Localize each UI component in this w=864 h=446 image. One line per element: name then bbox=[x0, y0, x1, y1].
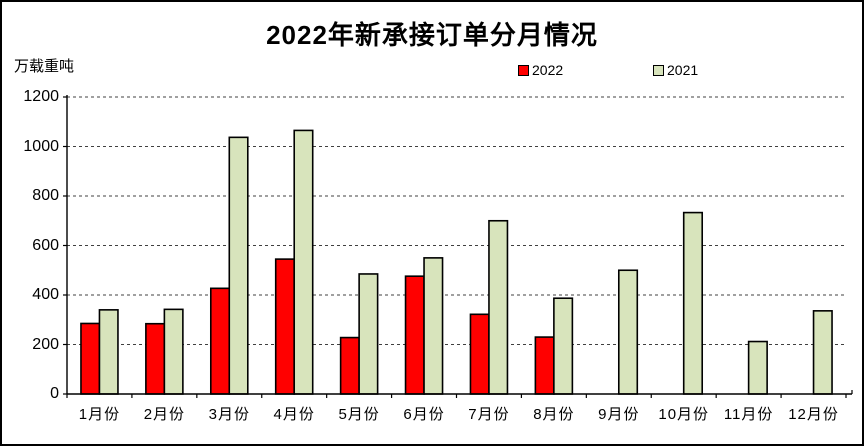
y-axis-tick-label: 600 bbox=[32, 236, 59, 254]
legend-label-2021: 2021 bbox=[667, 62, 699, 78]
bar-2022-2月份 bbox=[145, 322, 166, 395]
x-axis-category-label: 11月份 bbox=[723, 406, 774, 423]
bar-2022-6月份 bbox=[404, 275, 425, 395]
bar-2021-4月份 bbox=[293, 129, 314, 395]
bar-2021-12月份 bbox=[812, 310, 833, 395]
legend-item-2022: 2022 bbox=[518, 62, 563, 78]
bar-2021-5月份 bbox=[358, 273, 379, 395]
bar-2021-7月份 bbox=[488, 219, 509, 395]
bar-2022-8月份 bbox=[534, 336, 555, 395]
x-axis-category-label: 2月份 bbox=[143, 406, 186, 423]
bar-2022-7月份 bbox=[469, 313, 490, 395]
y-axis-tick-label: 400 bbox=[32, 286, 59, 303]
x-axis-category-label: 6月份 bbox=[403, 406, 445, 423]
y-axis-tick-label: 1000 bbox=[23, 137, 59, 155]
x-axis-category-label: 4月份 bbox=[273, 406, 315, 423]
legend-item-2021: 2021 bbox=[653, 62, 698, 78]
x-axis-category-label: 12月份 bbox=[788, 406, 839, 423]
legend-swatch-2021-icon bbox=[653, 64, 664, 76]
bar-2021-8月份 bbox=[553, 297, 574, 395]
bar-2022-4月份 bbox=[274, 258, 296, 395]
x-axis-category-label: 8月份 bbox=[533, 406, 575, 423]
bar-2021-10月份 bbox=[682, 211, 704, 395]
y-axis-tick-label: 200 bbox=[32, 335, 59, 353]
x-axis-category-label: 7月份 bbox=[468, 406, 510, 423]
x-axis-category-label: 9月份 bbox=[598, 406, 640, 423]
bar-2022-1月份 bbox=[80, 322, 101, 395]
bar-2021-2月份 bbox=[163, 308, 184, 395]
x-axis-category-label: 1月份 bbox=[78, 406, 121, 423]
y-axis-tick-label: 0 bbox=[50, 385, 59, 402]
bar-2021-9月份 bbox=[617, 269, 639, 395]
bar-2022-3月份 bbox=[209, 287, 231, 395]
x-axis-category-label: 5月份 bbox=[338, 406, 380, 423]
bar-2021-11月份 bbox=[747, 340, 768, 395]
chart-title: 2022年新承接订单分月情况 bbox=[266, 20, 598, 50]
legend-swatch-2022-icon bbox=[518, 64, 529, 76]
legend-label-2022: 2022 bbox=[532, 62, 564, 78]
bar-2021-1月份 bbox=[98, 309, 119, 395]
bar-2022-5月份 bbox=[339, 336, 360, 395]
y-axis-tick-label: 800 bbox=[32, 187, 59, 204]
y-axis-unit-label: 万载重吨 bbox=[14, 58, 75, 75]
x-axis-category-label: 3月份 bbox=[208, 406, 250, 423]
x-axis-category-label: 10月份 bbox=[658, 406, 710, 423]
y-axis-tick-label: 1200 bbox=[23, 88, 59, 105]
bar-2021-6月份 bbox=[423, 257, 444, 395]
bar-2021-3月份 bbox=[228, 136, 249, 395]
